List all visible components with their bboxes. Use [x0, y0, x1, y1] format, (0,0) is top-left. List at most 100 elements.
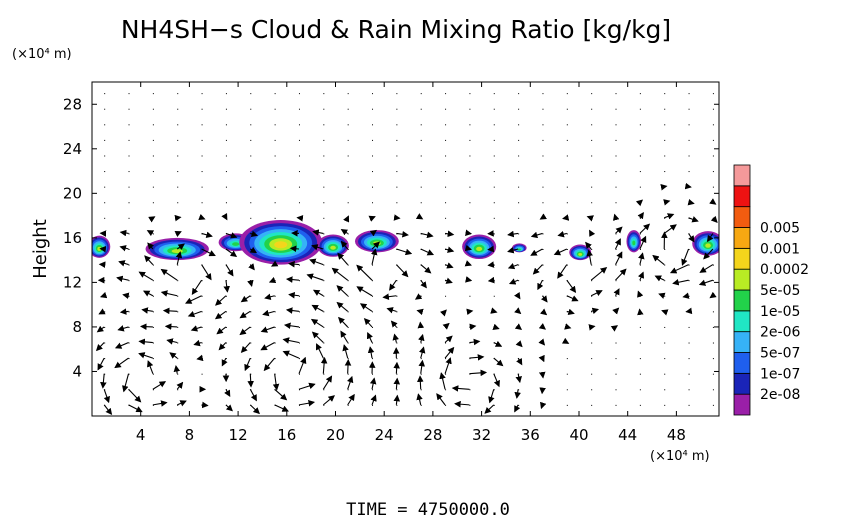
wind-vector-arrow [249, 389, 257, 402]
vector-dot [664, 389, 666, 391]
wind-vector-arrow [264, 293, 275, 300]
wind-vector-arrow [386, 307, 397, 314]
wind-vector-arrow [160, 268, 178, 281]
vector-dot [591, 139, 593, 141]
vector-dot [201, 93, 203, 95]
cloud-contour [578, 253, 583, 256]
vector-dot [298, 389, 300, 391]
x-tick-label: 8 [185, 426, 195, 444]
vector-dot [493, 171, 495, 173]
vector-dot [518, 264, 520, 266]
wind-vector-arrow [557, 230, 567, 238]
vector-dot [712, 342, 714, 344]
vector-dot [298, 108, 300, 110]
vector-dot [298, 358, 300, 360]
vector-dot [177, 186, 179, 188]
vector-dot [445, 186, 447, 188]
colorbar-swatch [733, 268, 751, 291]
vector-dot [128, 326, 130, 328]
vector-dot [591, 358, 593, 360]
vector-dot [298, 295, 300, 297]
wind-vector-arrow [322, 375, 333, 390]
vector-dot [566, 155, 568, 157]
wind-vector-arrow [224, 389, 231, 397]
vector-dot [323, 280, 325, 282]
vector-dot [615, 217, 617, 219]
cloud-contour [330, 245, 336, 250]
cloud-contour [476, 246, 483, 252]
vector-dot [298, 404, 300, 406]
vector-dot [274, 202, 276, 204]
wind-vector-arrow [530, 248, 543, 256]
wind-vector-arrow [706, 233, 714, 243]
wind-vector-arrow [298, 356, 307, 374]
vector-dot [347, 93, 349, 95]
vector-dot [688, 389, 690, 391]
vector-dot [542, 108, 544, 110]
wind-vector-arrow [152, 381, 167, 390]
vector-dot [104, 217, 106, 219]
wind-vector-arrow [342, 344, 349, 359]
colorbar-swatch [733, 185, 751, 208]
vector-dot [615, 124, 617, 126]
vector-dot [615, 342, 617, 344]
wind-vector-arrow [439, 309, 447, 317]
wind-vector-arrow [310, 318, 324, 328]
vector-dot [469, 217, 471, 219]
wind-vector-arrow [493, 340, 503, 347]
vector-dot [712, 326, 714, 328]
vector-dot [298, 342, 300, 344]
wind-vector-arrow [637, 211, 644, 220]
y-axis-label: Height [30, 219, 51, 279]
wind-vector-arrow [590, 267, 608, 281]
wind-vector-arrow [201, 401, 209, 409]
wind-vector-arrow [507, 246, 519, 254]
y-tick-label: 4 [72, 362, 82, 380]
vector-dot [688, 295, 690, 297]
vector-dot [688, 93, 690, 95]
vector-dot [615, 358, 617, 360]
vector-dot [152, 373, 154, 375]
vector-dot [104, 186, 106, 188]
wind-vector-arrow [588, 324, 596, 331]
vector-dot [298, 202, 300, 204]
vector-dot [712, 155, 714, 157]
wind-vector-arrow [239, 310, 251, 319]
wind-vector-arrow [639, 223, 651, 234]
vector-dot [372, 358, 374, 360]
vector-dot [591, 264, 593, 266]
vector-dot [225, 155, 227, 157]
vector-dot [639, 280, 641, 282]
vector-dot [128, 373, 130, 375]
wind-vector-arrow [532, 264, 543, 275]
cloud-fill-layer [92, 220, 719, 265]
wind-vector-arrow [493, 373, 500, 388]
colorbar-swatch [733, 206, 751, 228]
wind-vector-arrow [117, 325, 129, 332]
vector-dot [347, 389, 349, 391]
wind-vector-arrow [484, 404, 495, 414]
vector-dot [396, 342, 398, 344]
wind-vector-arrow [562, 214, 570, 221]
vector-dot [152, 358, 154, 360]
vector-dot [347, 326, 349, 328]
wind-vector-arrow [283, 322, 300, 330]
vector-dot [323, 404, 325, 406]
vector-dot [591, 342, 593, 344]
wind-vector-arrow [239, 326, 251, 336]
wind-vector-arrow [174, 231, 182, 238]
wind-vector-arrows [95, 182, 718, 416]
x-tick-label: 28 [423, 426, 442, 444]
wind-vector-arrow [144, 255, 154, 265]
vector-dot [445, 295, 447, 297]
vector-dot [591, 217, 593, 219]
wind-vector-arrow [639, 235, 647, 250]
vector-dot [664, 373, 666, 375]
wind-vector-arrow [591, 307, 600, 315]
vector-dot [688, 326, 690, 328]
x-tick-label: 36 [521, 426, 540, 444]
vector-dot [518, 171, 520, 173]
vector-dot [177, 389, 179, 391]
vector-dot [688, 155, 690, 157]
